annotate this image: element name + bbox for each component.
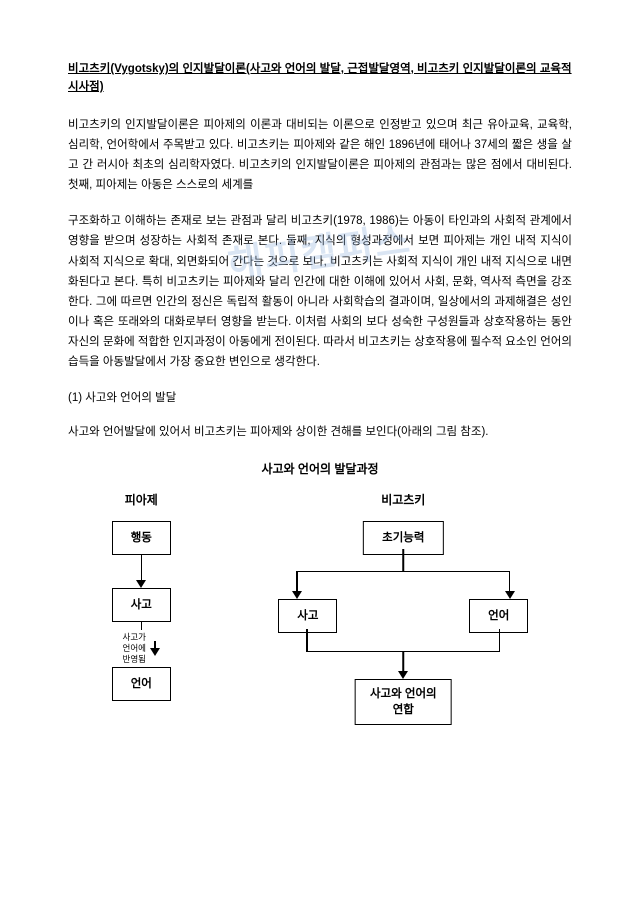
arrow-down-icon <box>505 591 515 599</box>
piaget-box-thought: 사고 <box>112 588 171 622</box>
connector-line <box>141 622 143 630</box>
vygotsky-box-union: 사고와 언어의연합 <box>355 679 452 725</box>
connector-line <box>403 651 405 673</box>
diagram-title: 사고와 언어의 발달과정 <box>68 459 572 480</box>
piaget-box-behavior: 행동 <box>112 521 171 555</box>
vygotsky-column: 비고츠키 초기능력 사고 언어 사고와 언어의연합 <box>278 490 528 761</box>
connector-line <box>296 571 298 593</box>
connector-line <box>141 555 143 581</box>
piaget-box-language: 언어 <box>112 667 171 701</box>
vygotsky-box-language: 언어 <box>469 599 528 633</box>
arrow-down-icon <box>136 580 146 588</box>
document-title: 비고츠키(Vygotsky)의 인지발달이론(사고와 언어의 발달, 근접발달영… <box>68 60 572 97</box>
arrow-down-icon <box>398 671 408 679</box>
piaget-note: 사고가언어에반영됨 <box>123 632 146 665</box>
connector-line <box>499 629 501 651</box>
vygotsky-flow: 초기능력 사고 언어 사고와 언어의연합 <box>278 521 528 761</box>
piaget-column: 피아제 행동 사고 사고가언어에반영됨 언어 <box>112 490 171 702</box>
section-1-heading: (1) 사고와 언어의 발달 <box>68 388 572 408</box>
section-1-body: 사고와 언어발달에 있어서 비고츠키는 피아제와 상이한 견해를 보인다(아래의… <box>68 422 572 442</box>
arrow-down-icon <box>292 591 302 599</box>
connector-line <box>306 629 308 651</box>
diagram-container: 피아제 행동 사고 사고가언어에반영됨 언어 비고츠키 초기능력 사고 언어 <box>68 490 572 761</box>
paragraph-2: 구조화하고 이해하는 존재로 보는 관점과 달리 비고츠키(1978, 1986… <box>68 211 572 372</box>
piaget-label: 피아제 <box>125 490 158 511</box>
connector-line <box>509 571 511 593</box>
connector-line <box>296 571 510 573</box>
arrow-down-icon <box>150 648 160 656</box>
connector-line <box>403 549 405 571</box>
vygotsky-label: 비고츠키 <box>381 490 425 511</box>
paragraph-1: 비고츠키의 인지발달이론은 피아제의 이론과 대비되는 이론으로 인정받고 있으… <box>68 115 572 196</box>
vygotsky-box-thought: 사고 <box>278 599 337 633</box>
